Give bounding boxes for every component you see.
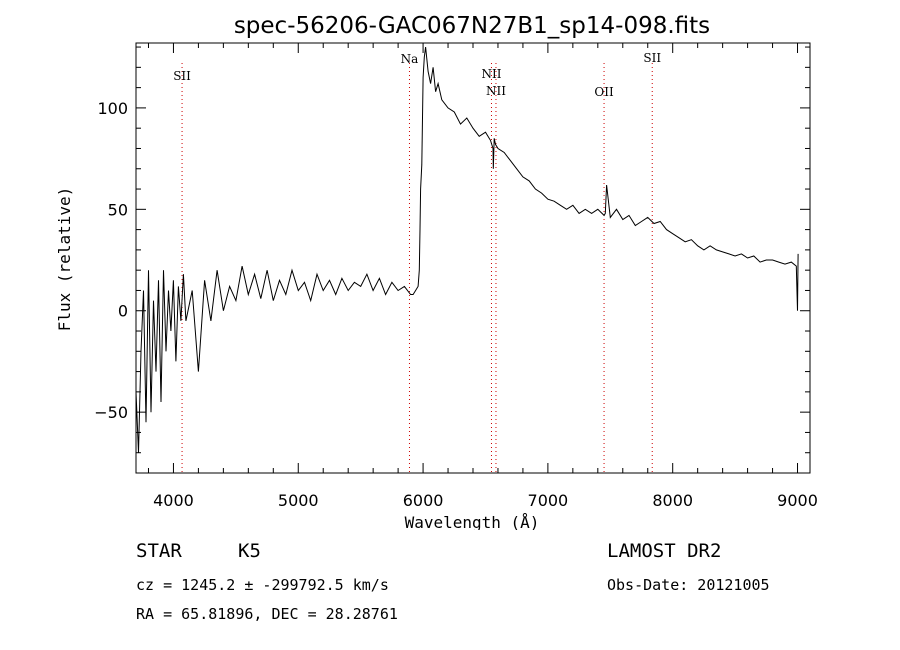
chart-title: spec-56206-GAC067N27B1_sp14-098.fits <box>234 13 710 39</box>
ra-dec-line: RA = 65.81896, DEC = 28.28761 <box>136 605 398 623</box>
line-label: SII <box>173 69 191 83</box>
y-axis-label: Flux (relative) <box>55 187 74 332</box>
line-label: OII <box>594 85 614 99</box>
chart-marks: 4000 5000 6000 7000 8000 9000 −50 0 50 100 SII Na NI… <box>94 42 818 510</box>
redshift-line: cz = 1245.2 ± -299792.5 km/s <box>136 576 389 594</box>
x-tick-label: 6000 <box>403 491 444 510</box>
spectrum-line <box>136 47 799 453</box>
line-label: NII <box>481 67 501 81</box>
x-tick-label: 7000 <box>528 491 569 510</box>
subclass: K5 <box>238 540 261 562</box>
y-tick-label: −50 <box>94 403 128 422</box>
x-tick-label: 8000 <box>652 491 693 510</box>
x-tick-label: 9000 <box>777 491 818 510</box>
x-tick-label: 5000 <box>278 491 319 510</box>
line-label: Na <box>401 52 419 66</box>
spectrum-chart: spec-56206-GAC067N27B1_sp14-098.fits Wav… <box>55 13 818 530</box>
x-axis-label: Wavelength (Å) <box>405 513 540 530</box>
object-class: STAR <box>136 540 182 562</box>
y-tick-label: 50 <box>108 200 128 219</box>
y-tick-label: 100 <box>97 99 128 118</box>
observation-date: Obs-Date: 20121005 <box>607 576 770 594</box>
survey-name: LAMOST DR2 <box>607 540 722 562</box>
line-label: NII <box>486 84 506 98</box>
x-tick-label: 4000 <box>153 491 194 510</box>
y-tick-label: 0 <box>118 302 128 321</box>
plot-frame <box>135 42 811 474</box>
line-label: SII <box>643 51 661 65</box>
